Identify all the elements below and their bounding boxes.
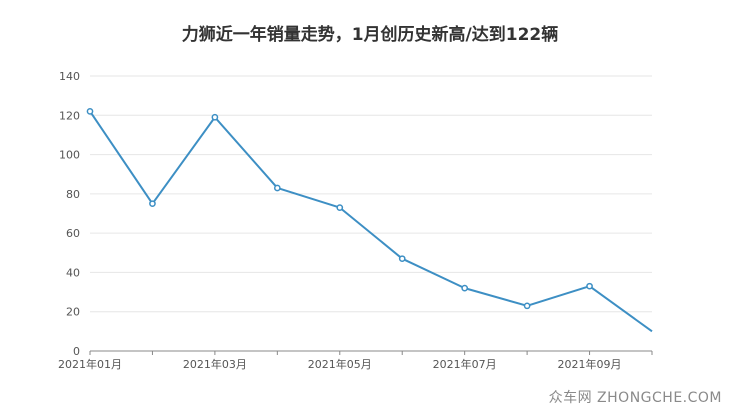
data-point: [461, 284, 469, 292]
y-tick-label: 0: [73, 345, 80, 358]
y-tick-label: 80: [66, 188, 80, 201]
x-tick-label: 2021年03月: [183, 357, 247, 371]
x-tick-label: 2021年01月: [58, 357, 122, 371]
data-point: [586, 282, 593, 290]
data-point: [211, 113, 219, 121]
data-point: [398, 255, 406, 263]
series-line: [89, 110, 653, 333]
data-point: [86, 108, 94, 115]
grid-lines: [90, 75, 652, 313]
chart-title: 力狮近一年销量走势，1月创历史新高/达到122辆: [181, 25, 559, 45]
data-point: [273, 184, 281, 192]
y-tick-label: 140: [59, 70, 80, 83]
watermark: 众车网 ZHONGCHE.COM: [548, 390, 722, 406]
y-tick-label: 120: [59, 109, 80, 122]
series: [86, 108, 653, 333]
x-tick-label: 2021年07月: [433, 357, 497, 371]
x-tick-label: 2021年09月: [558, 357, 622, 371]
y-tick-label: 100: [59, 149, 80, 162]
y-axis-ticks: 0 20 40 60 80 100 120 140: [59, 70, 80, 358]
y-tick-label: 20: [66, 306, 80, 319]
x-axis-ticks: 2021年01月 2021年03月 2021年05月 2021年07月 2021年09月: [58, 351, 653, 371]
y-tick-label: 40: [66, 266, 80, 279]
data-point: [523, 302, 531, 310]
data-point: [149, 200, 156, 208]
x-tick-label: 2021年05月: [308, 357, 372, 371]
data-point: [336, 204, 344, 211]
y-tick-label: 60: [66, 227, 80, 240]
